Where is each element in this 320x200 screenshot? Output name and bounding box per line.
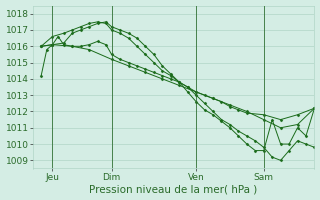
X-axis label: Pression niveau de la mer( hPa ): Pression niveau de la mer( hPa )	[90, 184, 258, 194]
